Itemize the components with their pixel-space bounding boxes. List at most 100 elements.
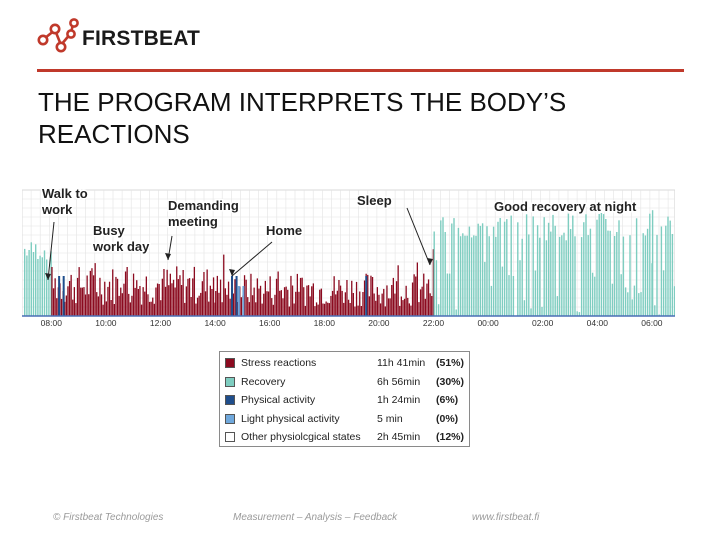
bar-stress-reactions bbox=[296, 273, 298, 316]
bar-stress-reactions bbox=[386, 285, 388, 316]
bar-stress-reactions bbox=[410, 305, 412, 316]
bar-stress-reactions bbox=[397, 265, 399, 316]
bar-stress-reactions bbox=[362, 292, 364, 316]
bar-stress-reactions bbox=[266, 291, 268, 316]
bar-stress-reactions bbox=[299, 277, 302, 316]
annotation-line: Home bbox=[266, 223, 302, 238]
bar-stress-reactions bbox=[171, 283, 173, 316]
chart-legend: Stress reactions 11h 41min (51%) Recovery 6h… bbox=[219, 351, 470, 447]
bar-stress-reactions bbox=[322, 303, 324, 316]
bar-stress-reactions bbox=[131, 295, 133, 316]
bar-recovery bbox=[519, 260, 521, 316]
bar-recovery bbox=[600, 213, 603, 316]
bar-stress-reactions bbox=[259, 285, 262, 316]
bar-recovery bbox=[660, 226, 663, 316]
bar-stress-reactions bbox=[375, 300, 377, 316]
bar-stress-reactions bbox=[416, 262, 418, 316]
bar-recovery bbox=[627, 292, 629, 316]
bar-recovery bbox=[563, 232, 565, 316]
bar-stress-reactions bbox=[338, 280, 340, 316]
molecule-logo-icon bbox=[37, 18, 79, 53]
annotation-home: Home bbox=[266, 223, 302, 238]
legend-duration: 6h 56min bbox=[377, 375, 421, 388]
bar-recovery bbox=[501, 266, 504, 316]
page-title: THE PROGRAM INTERPRETS THE BODY’S REACTI… bbox=[38, 87, 567, 149]
bar-stress-reactions bbox=[158, 284, 160, 316]
bar-recovery bbox=[499, 218, 501, 316]
bar-recovery bbox=[607, 230, 609, 316]
legend-swatch bbox=[225, 395, 235, 405]
bar-stress-reactions bbox=[166, 269, 168, 316]
bar-stress-reactions bbox=[315, 302, 318, 316]
bar-recovery bbox=[48, 275, 50, 316]
bar-recovery bbox=[651, 210, 654, 316]
bar-stress-reactions bbox=[413, 274, 415, 316]
bar-stress-reactions bbox=[180, 285, 183, 316]
legend-label: Physical activity bbox=[241, 394, 316, 406]
bar-stress-reactions bbox=[378, 294, 380, 316]
bar-recovery bbox=[50, 251, 52, 316]
bar-stress-reactions bbox=[295, 291, 297, 316]
annotation-line: work bbox=[41, 202, 73, 217]
bar-stress-reactions bbox=[346, 280, 348, 316]
x-tick-label: 06:00 bbox=[641, 318, 663, 328]
bar-recovery bbox=[545, 240, 548, 316]
bar-stress-reactions bbox=[187, 278, 189, 316]
bar-stress-reactions bbox=[288, 306, 290, 316]
bar-stress-reactions bbox=[216, 275, 218, 316]
bar-stress-reactions bbox=[267, 291, 270, 316]
bar-stress-reactions bbox=[277, 271, 279, 316]
footer-website[interactable]: www.firstbeat.fi bbox=[472, 512, 540, 523]
bar-stress-reactions bbox=[363, 280, 366, 316]
bar-stress-reactions bbox=[293, 303, 295, 316]
bar-stress-reactions bbox=[280, 290, 282, 316]
bar-stress-reactions bbox=[376, 287, 378, 316]
bar-stress-reactions bbox=[432, 249, 434, 316]
bar-stress-reactions bbox=[123, 283, 125, 316]
bar-recovery bbox=[433, 231, 435, 316]
bar-stress-reactions bbox=[129, 302, 131, 316]
x-tick-label: 00:00 bbox=[477, 318, 499, 328]
bar-stress-reactions bbox=[203, 272, 205, 316]
bar-recovery bbox=[26, 255, 28, 316]
bar-recovery bbox=[32, 252, 35, 316]
bar-stress-reactions bbox=[248, 302, 250, 316]
bar-stress-reactions bbox=[190, 297, 192, 316]
bar-stress-reactions bbox=[333, 276, 335, 316]
bar-recovery bbox=[437, 304, 440, 316]
bar-stress-reactions bbox=[391, 285, 393, 316]
bar-recovery bbox=[532, 216, 534, 316]
x-tick-label: 14:00 bbox=[204, 318, 226, 328]
bar-recovery bbox=[481, 223, 484, 316]
bar-recovery bbox=[490, 285, 493, 316]
bar-stress-reactions bbox=[271, 298, 273, 316]
bar-recovery bbox=[669, 220, 671, 316]
legend-share: (12%) bbox=[436, 431, 465, 443]
bar-stress-reactions bbox=[226, 294, 228, 316]
bar-stress-reactions bbox=[381, 293, 383, 316]
title-divider bbox=[37, 69, 684, 72]
legend-duration: 11h 41min bbox=[377, 357, 426, 369]
annotation-line: meeting bbox=[168, 214, 218, 229]
bar-stress-reactions bbox=[65, 295, 67, 316]
bar-stress-reactions bbox=[145, 276, 147, 316]
bar-stress-reactions bbox=[359, 291, 361, 316]
bar-recovery bbox=[567, 213, 570, 316]
bar-stress-reactions bbox=[261, 303, 263, 316]
bar-stress-reactions bbox=[309, 296, 311, 316]
bar-stress-reactions bbox=[370, 275, 372, 316]
annotation-good-recovery: Good recovery at night bbox=[494, 199, 637, 214]
brand-name: FIRSTBEAT bbox=[82, 27, 201, 50]
bar-recovery bbox=[605, 219, 607, 316]
bar-stress-reactions bbox=[83, 287, 85, 316]
bar-stress-reactions bbox=[68, 281, 71, 316]
bar-stress-reactions bbox=[339, 285, 342, 316]
bar-recovery bbox=[589, 228, 592, 316]
bar-recovery bbox=[453, 218, 455, 316]
bar-recovery bbox=[486, 226, 488, 316]
bar-recovery bbox=[629, 235, 631, 316]
bar-stress-reactions bbox=[251, 295, 254, 316]
bar-stress-reactions bbox=[383, 288, 385, 316]
bar-stress-reactions bbox=[204, 291, 207, 316]
bar-recovery bbox=[508, 275, 510, 316]
